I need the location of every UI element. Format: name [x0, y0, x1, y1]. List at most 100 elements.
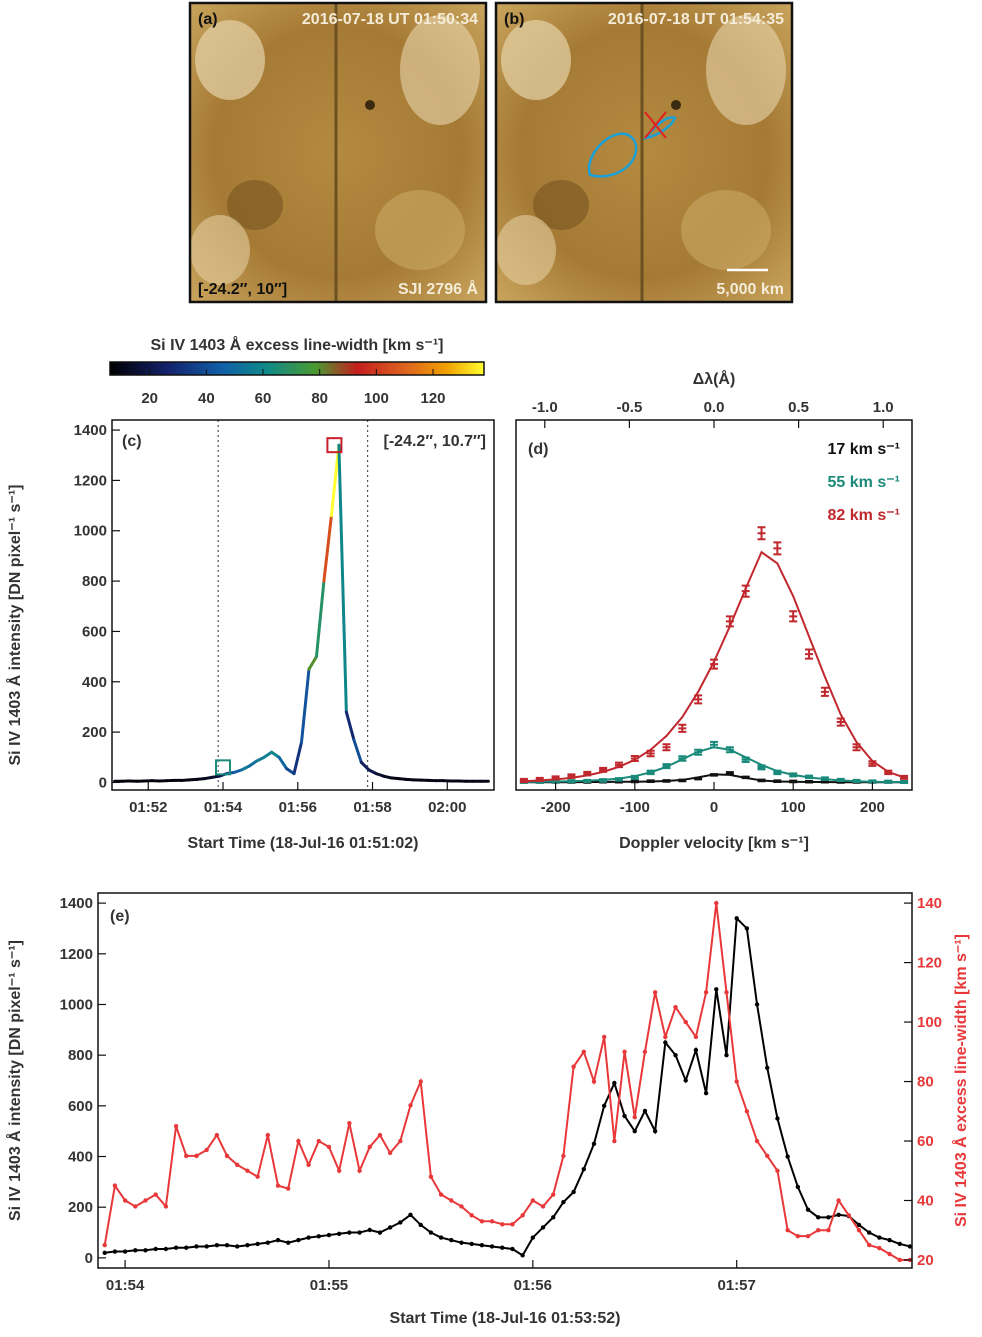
data-point	[429, 1175, 433, 1179]
image-panel-b: (b) 2016-07-18 UT 01:54:35 5,000 km	[496, 3, 792, 302]
data-point	[571, 1064, 575, 1068]
data-point	[245, 1243, 249, 1247]
data-point	[276, 1238, 280, 1242]
colorbar-tick-label: 20	[141, 390, 158, 407]
y-tick-label: 1400	[74, 422, 107, 439]
x-tick-label: 200	[860, 799, 885, 816]
data-point	[806, 1234, 810, 1238]
y-tick-label: 1000	[74, 523, 107, 540]
error-bar	[647, 780, 655, 782]
data-point	[500, 1222, 504, 1226]
y-tick-label: 800	[82, 573, 107, 590]
data-point	[327, 1233, 331, 1237]
error-bar	[742, 758, 750, 763]
error-bar	[805, 781, 813, 783]
y-tick-label: 80	[917, 1074, 934, 1091]
data-point	[357, 1169, 361, 1173]
error-bar	[853, 744, 861, 750]
x-tick-label: 01:54	[204, 799, 243, 816]
error-bar	[868, 761, 876, 766]
error-bar	[805, 650, 813, 659]
plot-frame	[98, 893, 912, 1268]
data-point	[633, 1129, 637, 1133]
data-point	[847, 1213, 851, 1217]
data-point	[887, 1238, 891, 1242]
error-bar	[599, 779, 607, 782]
y-tick-label: 0	[85, 1250, 93, 1267]
data-point	[836, 1198, 840, 1202]
y-tick-label: 600	[82, 623, 107, 640]
error-bar	[615, 778, 623, 781]
annotation: [-24.2″, 10.7″]	[384, 433, 486, 450]
error-bar	[631, 776, 639, 779]
data-point	[286, 1240, 290, 1244]
image-panel-a: (a) 2016-07-18 UT 01:50:34 [-24.2″, 10″]…	[190, 3, 486, 302]
error-bar	[758, 765, 766, 769]
axis-title: Doppler velocity [km s⁻¹]	[619, 835, 809, 852]
data-point	[867, 1230, 871, 1234]
data-point	[113, 1249, 117, 1253]
data-point	[113, 1183, 117, 1187]
y-tick-label: 800	[68, 1047, 93, 1064]
y-tick-label: 1200	[60, 946, 93, 963]
data-point	[826, 1228, 830, 1232]
data-point	[745, 926, 749, 930]
error-bar	[567, 780, 575, 782]
data-point	[204, 1244, 208, 1248]
panel-label: (b)	[504, 11, 524, 28]
error-bar	[694, 750, 702, 755]
data-point	[133, 1248, 137, 1252]
data-point	[306, 1235, 310, 1239]
data-point	[796, 1234, 800, 1238]
data-point	[877, 1235, 881, 1239]
data-point	[643, 1109, 647, 1113]
data-point	[204, 1148, 208, 1152]
data-point	[378, 1230, 382, 1234]
x-tick-label: -200	[541, 799, 571, 816]
data-point	[347, 1121, 351, 1125]
data-point	[602, 1104, 606, 1108]
data-point	[734, 1079, 738, 1083]
error-bar	[552, 776, 560, 779]
y-tick-label: 1400	[60, 895, 93, 912]
data-point	[785, 1154, 789, 1158]
data-point	[317, 1234, 321, 1238]
data-point	[194, 1244, 198, 1248]
data-point	[235, 1163, 239, 1167]
error-bar	[647, 771, 655, 775]
data-point	[408, 1103, 412, 1107]
error-bar	[773, 542, 781, 554]
line-segment	[316, 581, 323, 657]
data-point	[276, 1183, 280, 1187]
data-point	[449, 1198, 453, 1202]
data-point	[775, 1169, 779, 1173]
data-point	[469, 1213, 473, 1217]
data-point	[174, 1246, 178, 1250]
data-point	[164, 1247, 168, 1251]
error-bar	[599, 768, 607, 772]
data-point	[816, 1215, 820, 1219]
data-point	[439, 1235, 443, 1239]
error-bar	[773, 780, 781, 782]
data-point	[296, 1139, 300, 1143]
data-point	[398, 1139, 402, 1143]
data-point	[673, 1053, 677, 1057]
line-segment	[309, 657, 316, 670]
x-tick-label: 0.0	[704, 399, 725, 416]
error-bar	[678, 780, 686, 782]
axis-title: Start Time (18-Jul-16 01:53:52)	[390, 1310, 621, 1327]
data-point	[602, 1035, 606, 1039]
x-tick-label: 01:57	[717, 1277, 755, 1294]
error-bar	[583, 772, 591, 776]
data-point	[245, 1169, 249, 1173]
data-point	[898, 1242, 902, 1246]
data-point	[520, 1213, 524, 1217]
colorbar-tick-label: 80	[311, 390, 328, 407]
x-tick-label: -100	[620, 799, 650, 816]
data-point	[633, 1115, 637, 1119]
line-segment	[354, 740, 361, 763]
series-line	[105, 903, 910, 1260]
data-point	[235, 1244, 239, 1248]
x-tick-label: -0.5	[616, 399, 642, 416]
data-point	[836, 1213, 840, 1217]
